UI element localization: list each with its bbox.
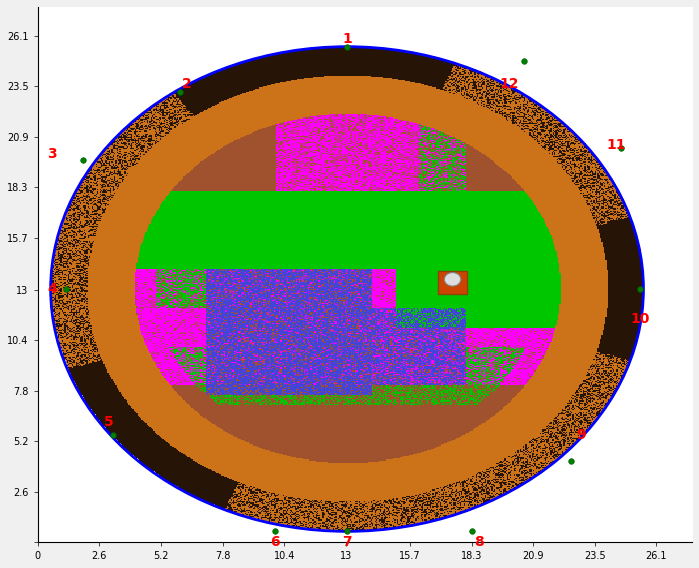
Text: 1: 1 (343, 32, 352, 46)
Text: 2: 2 (182, 77, 192, 91)
FancyBboxPatch shape (438, 270, 467, 294)
Text: 10: 10 (630, 312, 649, 326)
Text: 6: 6 (270, 535, 280, 549)
Text: 5: 5 (104, 415, 114, 429)
Text: 12: 12 (500, 77, 519, 91)
Text: 9: 9 (576, 428, 586, 442)
Text: 4: 4 (47, 282, 57, 296)
Text: 8: 8 (474, 535, 484, 549)
Text: 3: 3 (47, 147, 57, 161)
Circle shape (445, 273, 461, 286)
Text: 7: 7 (343, 535, 352, 549)
Text: 11: 11 (607, 137, 626, 152)
